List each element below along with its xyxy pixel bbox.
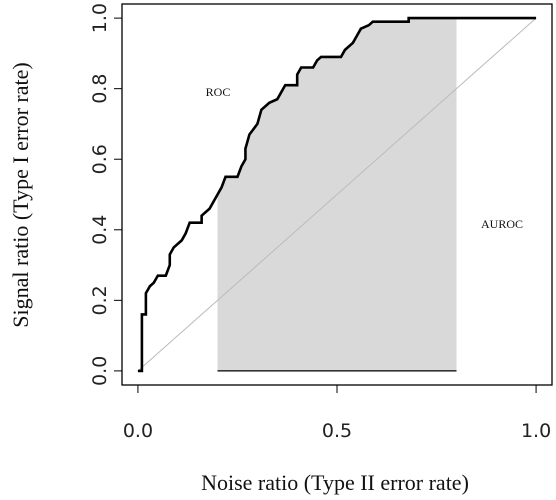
y-tick-label: 0.4	[89, 215, 111, 245]
y-tick-label: 0.0	[89, 356, 111, 386]
y-tick-label: 0.8	[89, 74, 111, 104]
y-tick-label: 1.0	[89, 3, 111, 33]
x-tick-label: 0.5	[322, 420, 352, 442]
x-axis-title: Noise ratio (Type II error rate)	[201, 470, 469, 495]
annotation: ROC	[206, 85, 231, 99]
diagonal-line	[137, 17, 537, 372]
annotation: AUROC	[481, 217, 523, 231]
x-tick-label: 0.0	[123, 420, 153, 442]
x-tick-label: 1.0	[521, 420, 551, 442]
roc-line	[137, 16, 537, 373]
y-axis-title: Signal ratio (Type I error rate)	[8, 62, 33, 327]
y-tick-label: 0.2	[89, 285, 111, 315]
y-tick-label: 0.6	[89, 144, 111, 174]
